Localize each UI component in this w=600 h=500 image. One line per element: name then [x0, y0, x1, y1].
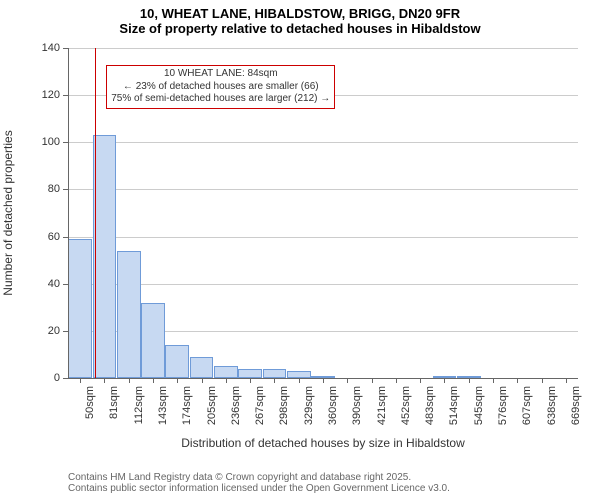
x-tick-label: 50sqm [84, 386, 96, 419]
plot-area: 10 WHEAT LANE: 84sqm← 23% of detached ho… [68, 48, 578, 378]
y-tick-label: 0 [54, 372, 60, 384]
x-tick-label: 421sqm [376, 386, 388, 425]
x-tick-label: 390sqm [351, 386, 363, 425]
histogram-bar [263, 369, 287, 378]
x-tick-label: 143sqm [157, 386, 169, 425]
x-tick-label: 112sqm [133, 386, 145, 424]
histogram-bar [214, 366, 238, 378]
y-tick-label: 40 [48, 278, 60, 290]
title-block: 10, WHEAT LANE, HIBALDSTOW, BRIGG, DN20 … [0, 6, 600, 36]
histogram-bar [190, 357, 214, 378]
histogram-bar [68, 239, 92, 378]
gridline [68, 237, 578, 238]
x-tick-label: 174sqm [181, 386, 193, 425]
property-marker-line [95, 48, 96, 378]
y-tick-label: 120 [42, 89, 60, 101]
y-tick-label: 140 [42, 42, 60, 54]
histogram-bar [93, 135, 117, 378]
x-axis-label: Distribution of detached houses by size … [181, 436, 465, 450]
x-axis-line [68, 378, 578, 379]
footer: Contains HM Land Registry data © Crown c… [68, 472, 450, 494]
title-line-1: 10, WHEAT LANE, HIBALDSTOW, BRIGG, DN20 … [0, 6, 600, 21]
x-tick-label: 669sqm [570, 386, 582, 425]
gridline [68, 142, 578, 143]
x-tick-label: 267sqm [254, 386, 266, 425]
chart-container: 10, WHEAT LANE, HIBALDSTOW, BRIGG, DN20 … [0, 0, 600, 500]
y-tick-label: 20 [48, 325, 60, 337]
x-tick-label: 576sqm [497, 386, 509, 425]
y-tick-label: 100 [42, 136, 60, 148]
gridline [68, 189, 578, 190]
annotation-line-3: 75% of semi-detached houses are larger (… [111, 93, 330, 106]
x-tick-label: 638sqm [546, 386, 558, 425]
histogram-bar [165, 345, 189, 378]
x-tick-label: 329sqm [303, 386, 315, 425]
footer-line-2: Contains public sector information licen… [68, 483, 450, 494]
x-tick-label: 514sqm [448, 386, 460, 425]
gridline [68, 284, 578, 285]
y-axis-label: Number of detached properties [1, 130, 15, 295]
x-tick-label: 545sqm [473, 386, 485, 425]
histogram-bar [117, 251, 141, 378]
y-tick-label: 80 [48, 183, 60, 195]
y-tick-label: 60 [48, 231, 60, 243]
x-tick-label: 236sqm [230, 386, 242, 425]
x-tick-label: 298sqm [278, 386, 290, 425]
y-axis-line [68, 48, 69, 378]
x-tick-label: 452sqm [400, 386, 412, 425]
annotation-box: 10 WHEAT LANE: 84sqm← 23% of detached ho… [106, 65, 335, 109]
annotation-line-1: 10 WHEAT LANE: 84sqm [111, 68, 330, 81]
gridline [68, 48, 578, 49]
histogram-bar [238, 369, 262, 378]
histogram-bar [141, 303, 165, 378]
x-tick-label: 81sqm [108, 386, 120, 419]
footer-line-1: Contains HM Land Registry data © Crown c… [68, 472, 450, 483]
annotation-line-2: ← 23% of detached houses are smaller (66… [111, 81, 330, 94]
x-tick-label: 205sqm [206, 386, 218, 425]
title-line-2: Size of property relative to detached ho… [0, 21, 600, 36]
x-tick-label: 360sqm [327, 386, 339, 425]
x-tick-label: 607sqm [521, 386, 533, 425]
x-tick-label: 483sqm [424, 386, 436, 425]
histogram-bar [287, 371, 311, 378]
